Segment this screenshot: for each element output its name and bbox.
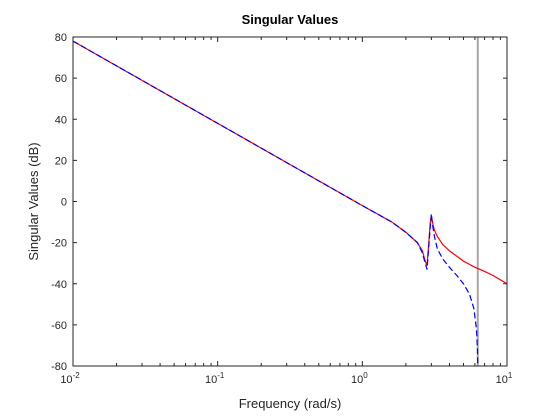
- series-line-blue-dashed: [72, 40, 479, 367]
- y-tick-label: 80: [55, 32, 67, 44]
- plot-frame: [72, 36, 508, 367]
- x-tick-label: 10-1: [205, 371, 225, 386]
- plot-area: [73, 37, 507, 366]
- x-tick-label: 101: [496, 371, 513, 386]
- y-tick-label: -20: [51, 238, 67, 250]
- ticks-layer: -80 -60 -40 -20 0 20 40 60 80 10-2 10-1 100 101: [51, 32, 513, 386]
- y-tick-label: -40: [51, 279, 67, 291]
- x-axis-label: Frequency (rad/s): [239, 396, 342, 411]
- x-tick-label: 100: [351, 371, 368, 386]
- y-axis-label: Singular Values (dB): [26, 142, 41, 260]
- x-tick-label: 10-2: [60, 371, 80, 386]
- y-tick-label: 20: [55, 155, 67, 167]
- series-layer: [72, 37, 508, 367]
- chart-title: Singular Values: [242, 12, 339, 27]
- y-tick-label: -80: [51, 361, 67, 373]
- y-tick-label: 0: [61, 197, 67, 209]
- y-tick-label: 40: [55, 114, 67, 126]
- y-tick-label: -60: [51, 320, 67, 332]
- y-tick-label: 60: [55, 73, 67, 85]
